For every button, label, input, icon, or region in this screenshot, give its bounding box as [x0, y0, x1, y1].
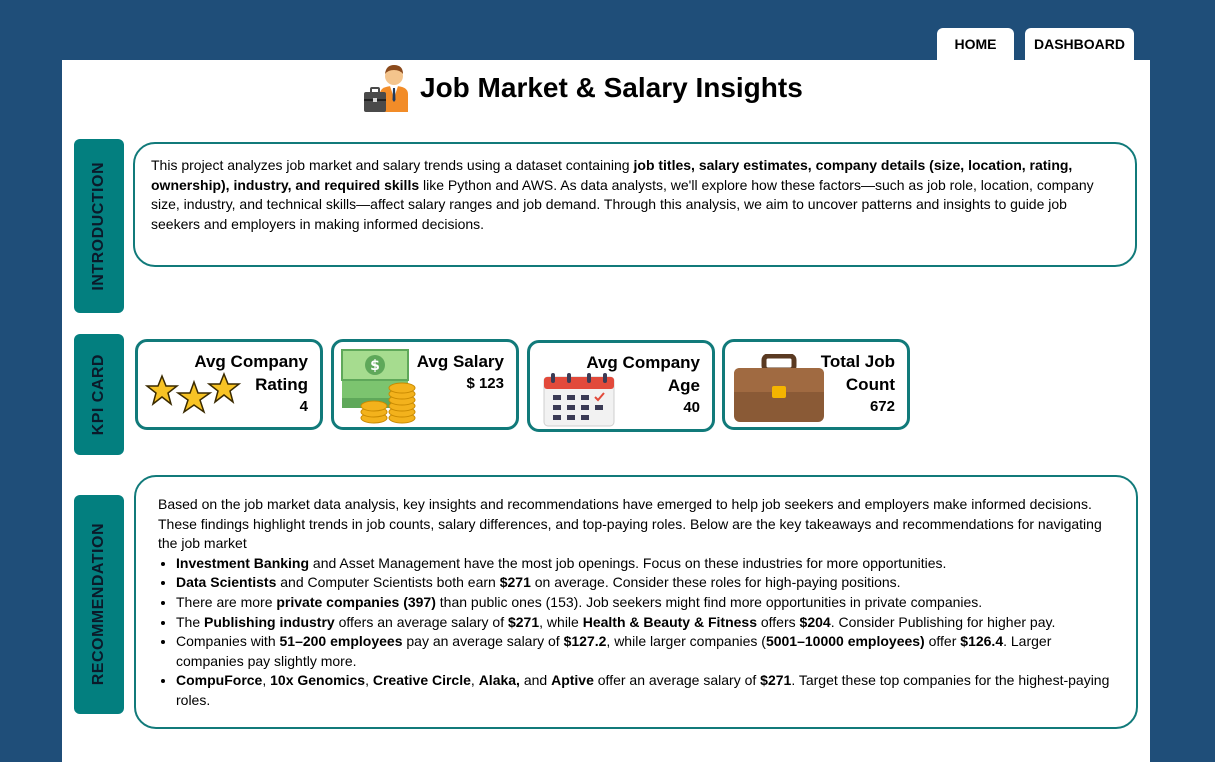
briefcase-icon	[734, 354, 824, 422]
list-item: Data Scientists and Computer Scientists …	[176, 573, 1114, 593]
stars-icon	[144, 372, 242, 414]
kpi-label: Avg Company	[586, 353, 700, 372]
kpi-card-job-count: Total Job Count 672	[722, 339, 910, 430]
kpi-label: Avg Salary	[416, 352, 504, 371]
kpi-value: 4	[299, 398, 308, 415]
recommendation-intro: Based on the job market data analysis, k…	[158, 496, 1102, 552]
kpi-section-label: KPI CARD	[74, 334, 124, 455]
recommendation-section-label: RECOMMENDATION	[74, 495, 124, 714]
calendar-icon	[543, 373, 615, 427]
kpi-label: Count	[845, 375, 895, 394]
dashboard-tab[interactable]: DASHBOARD	[1025, 28, 1134, 60]
kpi-label: Age	[667, 376, 700, 395]
page-title: Job Market & Salary Insights	[420, 72, 803, 103]
list-item: Companies with 51–200 employees pay an a…	[176, 632, 1114, 671]
list-item: Investment Banking and Asset Management …	[176, 554, 1114, 574]
kpi-label: Avg Company	[194, 352, 308, 371]
kpi-card-rating: Avg Company Rating 4	[135, 339, 323, 430]
kpi-label: Rating	[255, 375, 308, 394]
kpi-value: $ 123	[466, 375, 504, 392]
recommendation-list: Investment Banking and Asset Management …	[158, 554, 1114, 711]
introduction-section-label: INTRODUCTION	[74, 139, 124, 313]
home-tab[interactable]: HOME	[937, 28, 1014, 60]
list-item: There are more private companies (397) t…	[176, 593, 1114, 613]
kpi-value: 40	[683, 399, 700, 416]
report-page: Job Market & Salary Insights INTRODUCTIO…	[62, 60, 1150, 762]
svg-text:$: $	[370, 358, 380, 374]
businessman-briefcase-icon	[364, 65, 408, 112]
header: Job Market & Salary Insights	[362, 62, 803, 114]
kpi-label: Total Job	[820, 352, 895, 371]
kpi-card-age: Avg Company Age 40	[527, 340, 715, 432]
kpi-card-salary: $ Avg Salary $ 123	[331, 339, 519, 430]
money-coins-icon: $	[341, 349, 416, 424]
recommendation-box: Based on the job market data analysis, k…	[134, 475, 1138, 729]
list-item: The Publishing industry offers an averag…	[176, 613, 1114, 633]
kpi-value: 672	[869, 398, 895, 415]
introduction-box: This project analyzes job market and sal…	[133, 142, 1137, 267]
list-item: CompuForce, 10x Genomics, Creative Circl…	[176, 671, 1114, 710]
